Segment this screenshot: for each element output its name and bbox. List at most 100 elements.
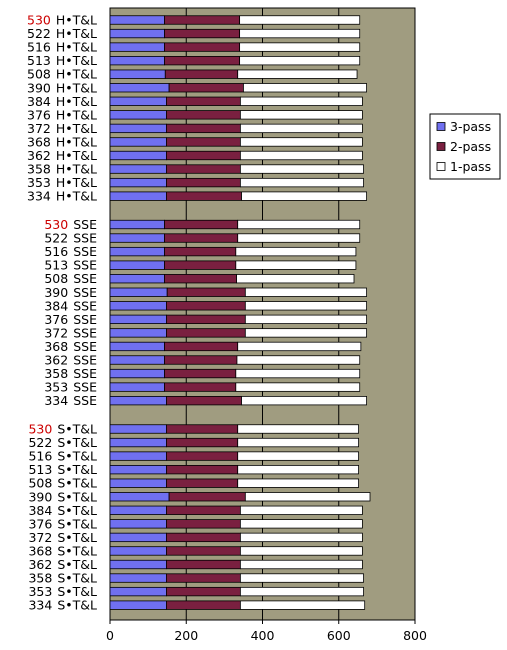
category-group: H•T&L <box>56 175 97 190</box>
category-label: 368 SSE <box>44 339 97 354</box>
category-label: 358 S•T&L <box>28 571 97 586</box>
bar-segment-2-pass <box>166 301 246 311</box>
bar-segment-1-pass <box>241 395 367 406</box>
bar-segment-1-pass <box>239 150 363 161</box>
category-group: H•T&L <box>56 94 97 109</box>
bar-segment-2-pass <box>164 260 237 270</box>
category-id: 334 <box>27 189 51 204</box>
category-label: 513 H•T&L <box>27 53 97 68</box>
category-label: 384 H•T&L <box>27 94 97 109</box>
category-label: 522 H•T&L <box>27 26 97 41</box>
bar-segment-2-pass <box>164 56 241 66</box>
category-id: 516 <box>27 40 51 55</box>
category-id: 368 <box>27 134 51 149</box>
bar-segment-2-pass <box>166 437 239 448</box>
legend-swatch <box>436 142 446 151</box>
category-label: 513 SSE <box>44 258 97 273</box>
category-id: 334 <box>28 598 52 613</box>
bar-segment-2-pass <box>164 341 239 352</box>
category-id: 513 <box>27 53 51 68</box>
bar-segment-1-pass <box>244 301 367 311</box>
bar-segment-3-pass <box>109 314 167 325</box>
bar-segment-1-pass <box>237 478 359 488</box>
bar-segment-1-pass <box>239 519 363 529</box>
bar-segment-3-pass <box>109 28 165 39</box>
bar-segment-1-pass <box>239 164 364 174</box>
category-label: 516 SSE <box>44 244 97 259</box>
bar-segment-3-pass <box>109 219 165 230</box>
category-label: 508 S•T&L <box>28 476 97 491</box>
bar-segment-3-pass <box>109 395 167 406</box>
category-label: 513 S•T&L <box>28 462 97 477</box>
category-label: 372 S•T&L <box>28 530 97 545</box>
category-label: 522 S•T&L <box>28 435 97 450</box>
category-id: 384 <box>44 298 68 313</box>
plot-area <box>109 7 416 621</box>
bar-segment-2-pass <box>166 328 246 338</box>
category-group: H•T&L <box>56 121 97 136</box>
category-group: H•T&L <box>56 40 97 55</box>
category-id: 522 <box>44 231 68 246</box>
category-group: S•T&L <box>57 598 97 613</box>
bar-segment-1-pass <box>244 492 371 502</box>
bar-segment-1-pass <box>236 355 361 365</box>
category-id: 358 <box>44 366 68 381</box>
bar-segment-3-pass <box>109 69 166 79</box>
category-group: SSE <box>73 231 97 246</box>
bar-segment-1-pass <box>237 451 359 461</box>
category-id: 390 <box>44 285 68 300</box>
category-id: 522 <box>27 26 51 41</box>
bar-segment-3-pass <box>109 110 167 120</box>
bar-segment-3-pass <box>109 424 167 434</box>
bar-segment-1-pass <box>239 532 363 543</box>
bar-segment-1-pass <box>239 28 361 39</box>
bar-segment-3-pass <box>109 123 167 134</box>
category-id: 368 <box>44 339 68 354</box>
bar-segment-3-pass <box>109 42 165 52</box>
category-id: 384 <box>28 503 52 518</box>
bar-segment-1-pass <box>239 15 361 25</box>
legend: 3-pass 2-pass 1-pass <box>429 113 501 180</box>
bar-segment-1-pass <box>235 368 361 379</box>
category-id: 513 <box>44 258 68 273</box>
x-tick-label: 400 <box>251 628 275 643</box>
bar-segment-3-pass <box>109 96 167 106</box>
category-label: 368 H•T&L <box>27 134 97 149</box>
bar-segment-2-pass <box>164 28 241 39</box>
bar-segment-3-pass <box>109 83 170 93</box>
category-label: 372 SSE <box>44 325 97 340</box>
category-id: 362 <box>28 557 52 572</box>
bar-segment-3-pass <box>109 586 167 597</box>
category-group: H•T&L <box>56 13 97 28</box>
legend-swatch <box>436 162 446 171</box>
bar-segment-2-pass <box>166 191 242 201</box>
category-group: S•T&L <box>57 422 97 437</box>
category-group: SSE <box>73 339 97 354</box>
bar-segment-2-pass <box>166 137 241 147</box>
bar-segment-2-pass <box>164 69 239 79</box>
category-group: S•T&L <box>57 584 97 599</box>
bar-segment-1-pass <box>239 177 364 188</box>
x-axis-ticks: 0 200 400 600 800 <box>106 620 427 643</box>
bar-segment-2-pass <box>166 451 239 461</box>
bar-segment-2-pass <box>166 478 239 488</box>
category-group: H•T&L <box>56 67 97 82</box>
category-id: 390 <box>28 489 52 504</box>
category-group: S•T&L <box>57 557 97 572</box>
bar-segment-1-pass <box>237 424 359 434</box>
bar-segment-3-pass <box>109 532 167 543</box>
bar-segment-2-pass <box>166 424 239 434</box>
category-label: 358 H•T&L <box>27 162 97 177</box>
bar-segment-3-pass <box>109 274 165 284</box>
bar-segment-3-pass <box>109 492 170 502</box>
bar-segment-1-pass <box>237 464 359 475</box>
category-label: 508 H•T&L <box>27 67 97 82</box>
category-group: S•T&L <box>57 516 97 531</box>
bar-segment-3-pass <box>109 464 167 475</box>
bar-segment-3-pass <box>109 191 167 201</box>
category-group: SSE <box>73 312 97 327</box>
bar-segment-2-pass <box>164 355 238 365</box>
category-label: 334 H•T&L <box>27 189 97 204</box>
category-label: 353 SSE <box>44 380 97 395</box>
